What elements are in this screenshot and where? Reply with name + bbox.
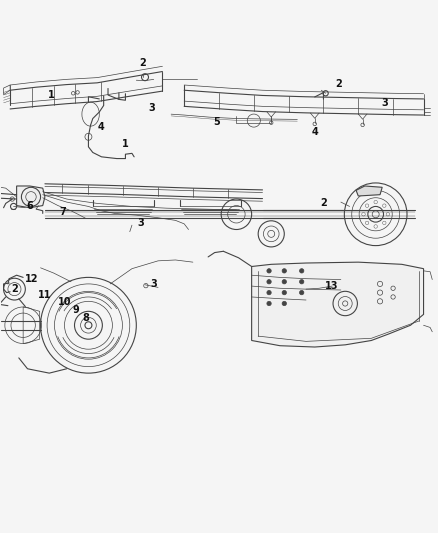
Circle shape — [267, 301, 271, 305]
Circle shape — [267, 279, 271, 284]
Text: 4: 4 — [98, 122, 105, 132]
Text: 2: 2 — [139, 58, 146, 68]
Circle shape — [282, 290, 286, 295]
Text: 3: 3 — [381, 98, 388, 108]
Text: 3: 3 — [137, 218, 144, 228]
Text: 3: 3 — [150, 279, 157, 289]
Text: 1: 1 — [122, 139, 129, 149]
Polygon shape — [356, 186, 382, 196]
Circle shape — [300, 279, 304, 284]
Text: 6: 6 — [26, 201, 33, 212]
Text: 9: 9 — [72, 305, 79, 315]
Circle shape — [300, 290, 304, 295]
Polygon shape — [17, 186, 45, 208]
Text: 4: 4 — [311, 127, 318, 138]
Text: 7: 7 — [59, 207, 66, 217]
Text: 13: 13 — [325, 281, 339, 291]
Text: 3: 3 — [148, 103, 155, 112]
Text: 11: 11 — [38, 290, 52, 300]
Text: 5: 5 — [213, 117, 220, 127]
Circle shape — [282, 301, 286, 305]
Text: 12: 12 — [25, 273, 39, 284]
Text: 2: 2 — [11, 284, 18, 294]
Circle shape — [282, 279, 286, 284]
Circle shape — [267, 290, 271, 295]
Text: 8: 8 — [83, 313, 90, 323]
Text: 1: 1 — [48, 90, 55, 100]
Polygon shape — [252, 262, 424, 347]
Circle shape — [300, 269, 304, 273]
Circle shape — [282, 269, 286, 273]
Text: 2: 2 — [336, 79, 342, 88]
Text: 10: 10 — [58, 297, 71, 307]
Text: 2: 2 — [320, 198, 327, 208]
Circle shape — [267, 269, 271, 273]
